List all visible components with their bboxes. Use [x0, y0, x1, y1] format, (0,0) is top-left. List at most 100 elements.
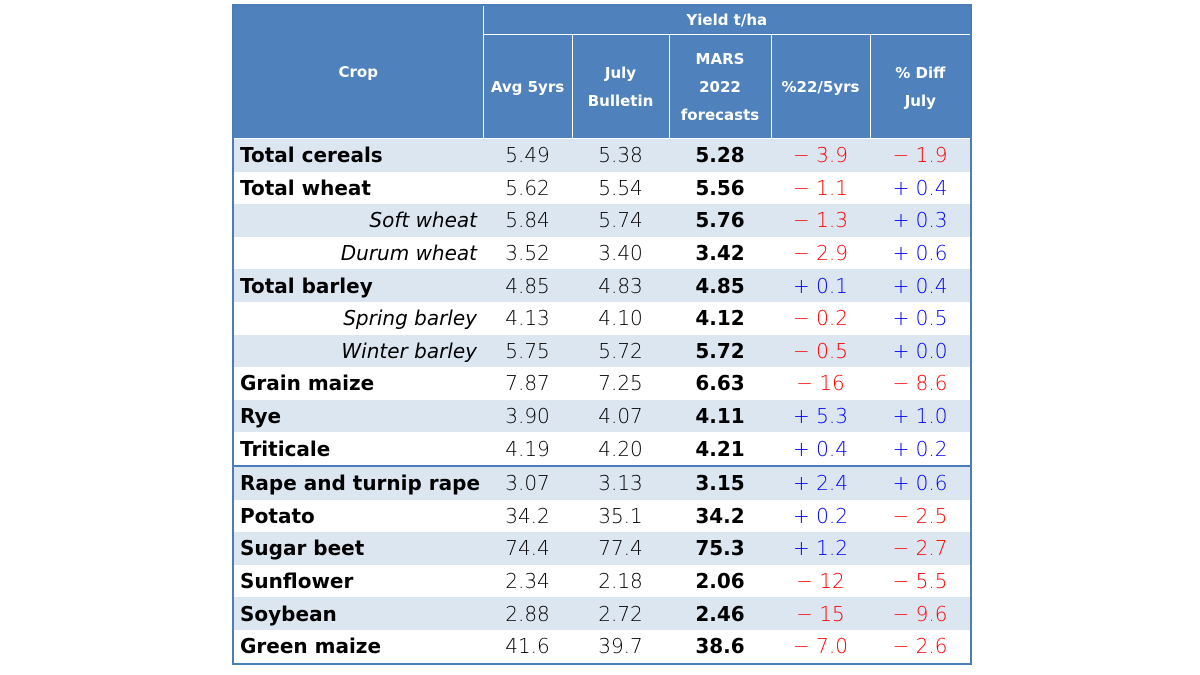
- pct-5yrs-value: − 2.9: [793, 241, 848, 266]
- pct-5yrs-value: − 1.1: [793, 175, 848, 200]
- avg-5yrs-value: 3.90: [483, 399, 572, 433]
- pct-july-value: + 0.5: [892, 306, 948, 331]
- header-mars-line-2: 2022: [699, 77, 741, 96]
- july-bulletin-value: 4.07: [572, 399, 669, 433]
- header-pctjuly-line-2: July: [904, 91, 936, 110]
- pct-july-value: + 0.6: [870, 464, 972, 500]
- header-pct-diff-july: % Diff July: [869, 34, 972, 139]
- table-row: Spring barley 4.13 4.10 4.12 − 0.2 + 0.5: [233, 302, 971, 335]
- mars-forecast-value: 4.85: [669, 269, 771, 302]
- july-bulletin-value: 4.20: [598, 436, 643, 461]
- table-body: Total cereals 5.49 5.38 5.28 − 3.9 − 1.9…: [233, 138, 972, 664]
- pct-5yrs-value: + 0.4: [793, 436, 848, 461]
- crop-name: Potato: [240, 503, 315, 528]
- july-bulletin-value: 39.7: [598, 634, 643, 659]
- mars-forecast-value: 6.63: [695, 371, 745, 396]
- mars-forecast-value: 4.11: [669, 399, 771, 433]
- pct-july-value: + 0.0: [870, 334, 972, 368]
- avg-5yrs-value: 74.4: [483, 532, 572, 565]
- avg-5yrs-value: 41.6: [505, 634, 550, 659]
- mars-forecast-value: 2.06: [695, 569, 745, 594]
- table-row: Grain maize 7.87 7.25 6.63 − 16 − 8.6: [233, 367, 971, 400]
- pct-july-value: + 0.3: [870, 204, 972, 237]
- pct-july-value: − 5.5: [892, 569, 948, 594]
- pct-july-value: + 0.6: [892, 241, 948, 266]
- pct-5yrs-value: + 0.1: [771, 269, 870, 302]
- table-row: Soybean 2.88 2.72 2.46 − 15 − 9.6: [233, 597, 972, 630]
- table-row: Durum wheat 3.52 3.40 3.42 − 2.9 + 0.6: [233, 237, 971, 270]
- crop-name: Durum wheat: [340, 241, 477, 266]
- header-yield-group: Yield t/ha: [482, 5, 972, 35]
- pct-july-value: − 2.5: [892, 503, 948, 528]
- table-row: Total cereals 5.49 5.38 5.28 − 3.9 − 1.9: [233, 138, 972, 172]
- crop-name: Triticale: [240, 436, 331, 461]
- july-bulletin-value: 4.83: [572, 269, 669, 302]
- avg-5yrs-value: 4.19: [505, 436, 550, 461]
- pct-5yrs-value: + 5.3: [771, 399, 870, 433]
- july-bulletin-value: 5.38: [572, 138, 669, 172]
- crop-name: Soft wheat: [233, 204, 483, 237]
- header-mars-forecasts: MARS 2022 forecasts: [668, 34, 771, 139]
- table-row: Total barley 4.85 4.83 4.85 + 0.1 + 0.4: [233, 269, 972, 302]
- mars-forecast-value: 4.21: [695, 436, 745, 461]
- avg-5yrs-value: 5.62: [505, 175, 550, 200]
- july-bulletin-value: 5.74: [572, 204, 669, 237]
- crop-name: Green maize: [240, 634, 382, 659]
- avg-5yrs-value: 5.49: [483, 138, 572, 172]
- crop-name: Grain maize: [240, 371, 375, 396]
- header-july-line-2: Bulletin: [587, 91, 654, 110]
- pct-5yrs-value: − 3.9: [771, 138, 870, 172]
- pct-5yrs-value: − 16: [796, 371, 845, 396]
- mars-forecast-value: 38.6: [695, 634, 745, 659]
- table-row: Rape and turnip rape 3.07 3.13 3.15 + 2.…: [233, 464, 972, 500]
- table-row: Sugar beet 74.4 77.4 75.3 + 1.2 − 2.7: [233, 532, 972, 565]
- header-pct-5yrs: %22/5yrs: [770, 34, 870, 139]
- avg-5yrs-value: 7.87: [505, 371, 550, 396]
- july-bulletin-value: 2.72: [572, 597, 669, 630]
- july-bulletin-value: 7.25: [598, 371, 643, 396]
- pct-july-value: − 1.9: [870, 138, 972, 172]
- pct-july-value: + 1.0: [870, 399, 972, 433]
- table-row: Soft wheat 5.84 5.74 5.76 − 1.3 + 0.3: [233, 204, 972, 237]
- crop-name: Spring barley: [343, 306, 477, 331]
- crop-name: Soybean: [233, 597, 483, 630]
- table-row: Winter barley 5.75 5.72 5.72 − 0.5 + 0.0: [233, 334, 972, 368]
- table-row: Triticale 4.19 4.20 4.21 + 0.4 + 0.2: [233, 432, 971, 466]
- july-bulletin-value: 77.4: [572, 532, 669, 565]
- pct-5yrs-value: − 15: [771, 597, 870, 630]
- crop-name: Sugar beet: [233, 532, 483, 565]
- crop-name: Sunflower: [240, 569, 354, 594]
- july-bulletin-value: 5.72: [572, 334, 669, 368]
- mars-forecast-value: 5.28: [669, 138, 771, 172]
- crop-name: Total barley: [233, 269, 483, 302]
- july-bulletin-value: 2.18: [598, 569, 643, 594]
- mars-forecast-value: 3.42: [695, 241, 745, 266]
- avg-5yrs-value: 5.84: [483, 204, 572, 237]
- crop-name: Total wheat: [240, 175, 371, 200]
- july-bulletin-value: 3.13: [572, 464, 669, 500]
- pct-5yrs-value: + 2.4: [771, 464, 870, 500]
- pct-july-value: − 2.7: [870, 532, 972, 565]
- mars-forecast-value: 34.2: [695, 503, 745, 528]
- header-mars-line-1: MARS: [695, 49, 745, 68]
- crop-name: Rape and turnip rape: [233, 464, 483, 500]
- table-row: Rye 3.90 4.07 4.11 + 5.3 + 1.0: [233, 399, 972, 433]
- avg-5yrs-value: 2.88: [483, 597, 572, 630]
- pct-july-value: − 8.6: [892, 371, 948, 396]
- header-july-bulletin: July Bulletin: [571, 34, 669, 139]
- pct-5yrs-value: + 0.2: [793, 503, 848, 528]
- avg-5yrs-value: 34.2: [505, 503, 550, 528]
- pct-5yrs-value: + 1.2: [771, 532, 870, 565]
- pct-july-value: + 0.4: [892, 175, 948, 200]
- avg-5yrs-value: 5.75: [483, 334, 572, 368]
- july-bulletin-value: 35.1: [598, 503, 643, 528]
- table-row: Potato 34.2 35.1 34.2 + 0.2 − 2.5: [233, 500, 971, 533]
- yield-table: Crop Yield t/ha Avg 5yrs July Bulletin MA…: [232, 4, 973, 665]
- pct-july-value: − 9.6: [870, 597, 972, 630]
- avg-5yrs-value: 2.34: [505, 569, 550, 594]
- mars-forecast-value: 75.3: [669, 532, 771, 565]
- header-crop: Crop: [233, 5, 483, 139]
- pct-5yrs-value: − 0.2: [793, 306, 848, 331]
- table-row: Green maize 41.6 39.7 38.6 − 7.0 − 2.6: [233, 630, 971, 664]
- crop-name: Total cereals: [233, 138, 483, 172]
